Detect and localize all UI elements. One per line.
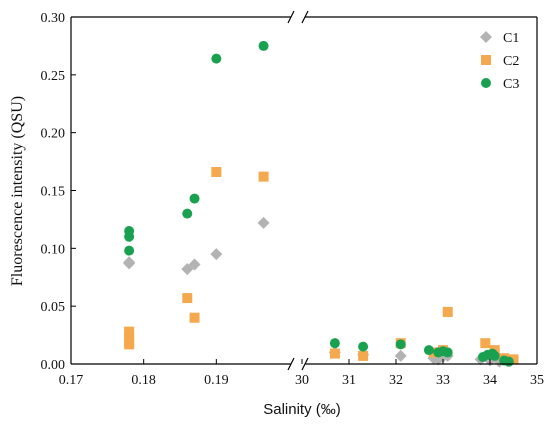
x-tick-label: 32	[389, 373, 403, 388]
y-tick-label: 0.05	[41, 300, 66, 315]
y-tick-label: 0.25	[41, 69, 66, 84]
data-point-c2	[124, 339, 135, 350]
y-tick-label: 0.30	[41, 11, 66, 26]
series-c3	[124, 40, 514, 367]
series-c1	[123, 216, 515, 368]
legend-marker-c1	[480, 31, 492, 43]
data-point-c2	[442, 306, 453, 317]
data-point-c2	[211, 166, 222, 177]
x-tick-label: 0.18	[131, 373, 156, 388]
data-point-c3	[124, 231, 135, 242]
data-point-c2	[258, 171, 269, 182]
data-point-c3	[489, 350, 500, 361]
legend: C1 C2 C3	[480, 31, 519, 92]
series-c2	[124, 166, 519, 365]
x-tick-label: 34	[483, 373, 497, 388]
axis-break-mark	[301, 357, 309, 371]
data-point-c3	[358, 341, 369, 352]
y-tick-label: 0.15	[41, 185, 66, 200]
axis-break-mark	[287, 357, 295, 371]
legend-marker-c2	[481, 55, 491, 65]
legend-marker-c3	[481, 78, 491, 88]
y-tick-label: 0.20	[41, 127, 66, 142]
data-point-c2	[480, 338, 491, 349]
data-point-c3	[182, 208, 193, 219]
data-point-c1	[394, 349, 407, 362]
x-tick-label: 0.17	[59, 373, 84, 388]
axis-break-mark	[287, 10, 295, 24]
data-point-c2	[124, 326, 135, 337]
data-point-c2	[329, 348, 340, 359]
data-point-c2	[508, 354, 519, 365]
data-point-c1	[257, 216, 270, 229]
data-point-c3	[211, 53, 222, 64]
data-point-c1	[210, 248, 223, 261]
data-point-c2	[189, 312, 200, 323]
x-tick-label: 35	[530, 373, 544, 388]
legend-label-c2: C2	[503, 54, 519, 69]
data-point-c3	[503, 356, 514, 367]
x-tick-label: 0.19	[204, 373, 229, 388]
x-tick-label: 30	[295, 373, 309, 388]
y-axis-title: Fluorescence intensity (QSU)	[9, 96, 26, 286]
data-point-c3	[329, 338, 340, 349]
data-point-c1	[188, 258, 201, 271]
data-point-c3	[189, 193, 200, 204]
plot-area	[123, 40, 519, 368]
data-point-c3	[124, 245, 135, 256]
legend-item-c3: C3	[481, 77, 519, 92]
data-point-c3	[395, 339, 406, 350]
legend-label-c3: C3	[503, 77, 519, 92]
x-tick-label: 31	[342, 373, 356, 388]
data-point-c2	[182, 293, 193, 304]
x-axis-title: Salinity (‰)	[263, 401, 341, 418]
data-point-c1	[123, 257, 136, 270]
legend-item-c2: C2	[481, 54, 519, 69]
data-point-c2	[358, 350, 369, 361]
axis-break-mark	[301, 10, 309, 24]
data-point-c3	[258, 40, 269, 51]
data-point-c3	[423, 345, 434, 356]
data-point-c3	[442, 347, 453, 358]
legend-item-c1: C1	[480, 31, 519, 46]
y-tick-label: 0.00	[41, 358, 66, 373]
x-tick-label: 33	[436, 373, 450, 388]
legend-label-c1: C1	[503, 31, 519, 46]
y-tick-label: 0.10	[41, 242, 66, 257]
axes: 0.00 0.05 0.10 0.15 0.20 0.25 0.30 0.17 0.18 0.19…	[41, 10, 544, 388]
